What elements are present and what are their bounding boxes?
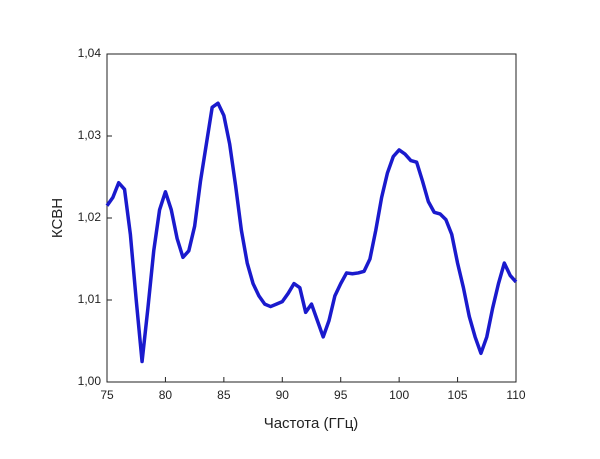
y-tick-label: 1,04 xyxy=(78,46,102,60)
y-tick-label: 1,00 xyxy=(78,374,102,388)
plot-frame xyxy=(106,53,517,383)
y-tick-label: 1,01 xyxy=(78,292,102,306)
x-tick-label: 95 xyxy=(334,388,348,402)
x-tick-label: 105 xyxy=(448,388,468,402)
x-tick-label: 75 xyxy=(100,388,114,402)
y-axis-title: КСВН xyxy=(49,198,66,238)
x-tick-label: 80 xyxy=(159,388,173,402)
x-tick-label: 85 xyxy=(217,388,231,402)
x-tick-label: 100 xyxy=(389,388,409,402)
x-tick-label: 90 xyxy=(276,388,290,402)
x-axis-title: Частота (ГГц) xyxy=(264,415,359,432)
data-line xyxy=(105,101,518,364)
y-tick-label: 1,03 xyxy=(78,128,102,142)
x-tick-label: 110 xyxy=(506,388,525,402)
y-tick-label: 1,02 xyxy=(78,210,102,224)
